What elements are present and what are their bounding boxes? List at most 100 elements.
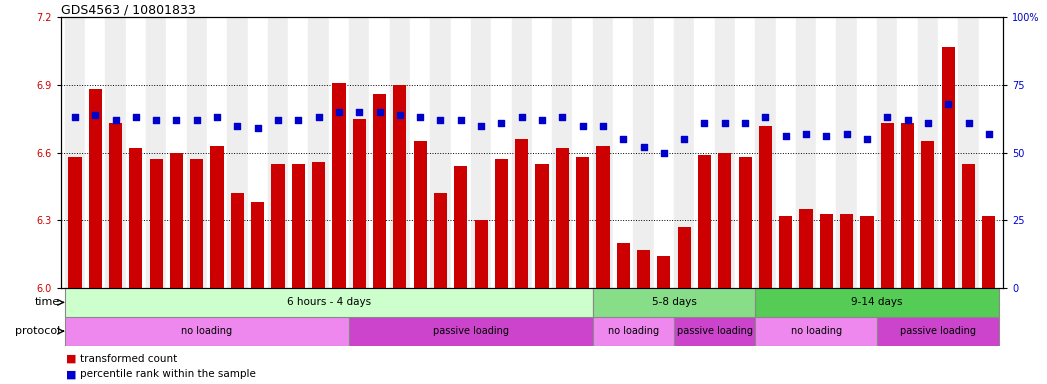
Bar: [532, 17, 552, 288]
Text: no loading: no loading: [608, 326, 659, 336]
Point: [655, 150, 672, 156]
Bar: [918, 17, 938, 288]
Point: [554, 114, 571, 121]
Bar: [877, 317, 999, 346]
Bar: [106, 17, 126, 288]
Bar: [755, 17, 776, 288]
Text: ■: ■: [66, 354, 76, 364]
Point: [859, 136, 875, 142]
Bar: [210, 146, 224, 288]
Bar: [65, 288, 593, 317]
Bar: [837, 17, 856, 288]
Bar: [353, 119, 365, 288]
Text: 5-8 days: 5-8 days: [651, 297, 696, 308]
Point: [249, 125, 266, 131]
Text: protocol: protocol: [15, 326, 61, 336]
Bar: [394, 85, 406, 288]
Point: [411, 114, 428, 121]
Point: [331, 109, 348, 115]
Bar: [637, 250, 650, 288]
Text: time: time: [35, 297, 61, 308]
Bar: [126, 17, 146, 288]
Point: [513, 114, 530, 121]
Bar: [776, 17, 796, 288]
Point: [696, 120, 713, 126]
Bar: [129, 148, 142, 288]
Point: [534, 117, 551, 123]
Bar: [715, 17, 735, 288]
Bar: [617, 243, 630, 288]
Bar: [85, 17, 106, 288]
Bar: [552, 17, 573, 288]
Bar: [653, 17, 674, 288]
Bar: [658, 257, 670, 288]
Bar: [979, 17, 999, 288]
Bar: [471, 17, 491, 288]
Bar: [535, 164, 549, 288]
Bar: [633, 17, 653, 288]
Bar: [573, 17, 593, 288]
Bar: [593, 288, 755, 317]
Bar: [292, 164, 305, 288]
Point: [290, 117, 307, 123]
Bar: [735, 17, 755, 288]
Point: [128, 114, 144, 121]
Point: [310, 114, 327, 121]
Bar: [495, 159, 508, 288]
Bar: [230, 193, 244, 288]
Point: [473, 122, 490, 129]
Bar: [349, 17, 370, 288]
Bar: [576, 157, 589, 288]
Bar: [247, 17, 268, 288]
Point: [737, 120, 754, 126]
Bar: [271, 164, 285, 288]
Point: [270, 117, 287, 123]
Bar: [166, 17, 186, 288]
Text: transformed count: transformed count: [80, 354, 177, 364]
Bar: [268, 17, 288, 288]
Point: [899, 117, 916, 123]
Bar: [227, 17, 247, 288]
Bar: [856, 17, 877, 288]
Bar: [370, 17, 389, 288]
Bar: [982, 216, 996, 288]
Bar: [941, 46, 955, 288]
Text: 9-14 days: 9-14 days: [851, 297, 903, 308]
Text: passive loading: passive loading: [433, 326, 509, 336]
Bar: [921, 141, 935, 288]
Point: [87, 112, 104, 118]
Point: [392, 112, 408, 118]
Point: [839, 131, 855, 137]
Point: [615, 136, 631, 142]
Bar: [877, 17, 897, 288]
Bar: [962, 164, 975, 288]
Point: [452, 117, 469, 123]
Bar: [718, 153, 732, 288]
Point: [595, 122, 611, 129]
Text: passive loading: passive loading: [900, 326, 976, 336]
Bar: [491, 17, 512, 288]
Point: [980, 131, 997, 137]
Bar: [779, 216, 793, 288]
Bar: [454, 166, 467, 288]
Bar: [89, 89, 102, 288]
Bar: [332, 83, 346, 288]
Bar: [800, 209, 812, 288]
Bar: [251, 202, 264, 288]
Bar: [759, 126, 772, 288]
Point: [148, 117, 164, 123]
Bar: [512, 17, 532, 288]
Bar: [938, 17, 958, 288]
Bar: [901, 123, 914, 288]
Bar: [593, 317, 674, 346]
Text: percentile rank within the sample: percentile rank within the sample: [80, 369, 255, 379]
Bar: [309, 17, 329, 288]
Bar: [430, 17, 450, 288]
Bar: [329, 17, 349, 288]
Bar: [312, 162, 326, 288]
Bar: [614, 17, 633, 288]
Point: [675, 136, 692, 142]
Point: [432, 117, 449, 123]
Bar: [897, 17, 918, 288]
Bar: [840, 214, 853, 288]
